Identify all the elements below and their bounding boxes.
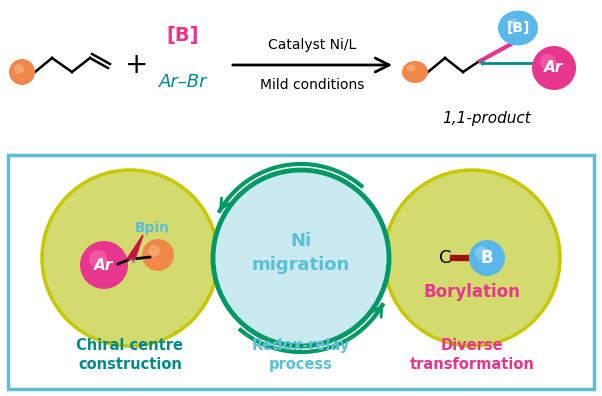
Text: Borylation: Borylation [424,283,521,301]
Circle shape [42,170,218,346]
Text: Diverse
transformation: Diverse transformation [409,338,535,372]
Text: Chiral centre
construction: Chiral centre construction [76,338,184,372]
Text: Mild conditions: Mild conditions [260,78,364,92]
Text: Ar: Ar [95,257,114,272]
Text: *: * [479,58,485,72]
Text: +: + [125,51,149,79]
Polygon shape [127,235,143,259]
Ellipse shape [498,11,538,46]
Circle shape [148,245,160,257]
Text: Ar–Br: Ar–Br [159,73,207,91]
FancyBboxPatch shape [8,155,594,389]
Circle shape [80,241,128,289]
Text: *: * [130,257,136,270]
Text: 1,1-product: 1,1-product [442,110,532,126]
Text: Catalyst Ni/L: Catalyst Ni/L [268,38,356,52]
Circle shape [469,240,505,276]
Circle shape [384,170,560,346]
Text: Bpin: Bpin [134,221,170,235]
Ellipse shape [402,61,428,83]
Circle shape [9,59,35,85]
Ellipse shape [507,19,519,27]
Text: Redox-relay
process: Redox-relay process [252,338,350,372]
Text: [B]: [B] [506,21,530,35]
Text: C: C [439,249,452,267]
Text: Ni
migration: Ni migration [252,232,350,274]
Circle shape [14,64,24,74]
Text: B: B [480,249,493,267]
Circle shape [532,46,576,90]
Circle shape [213,170,389,346]
Ellipse shape [406,65,415,72]
Circle shape [475,246,489,260]
Circle shape [89,250,107,268]
Circle shape [142,239,174,271]
Circle shape [540,54,556,70]
Text: Ar: Ar [544,61,563,76]
Text: [B]: [B] [167,25,199,44]
